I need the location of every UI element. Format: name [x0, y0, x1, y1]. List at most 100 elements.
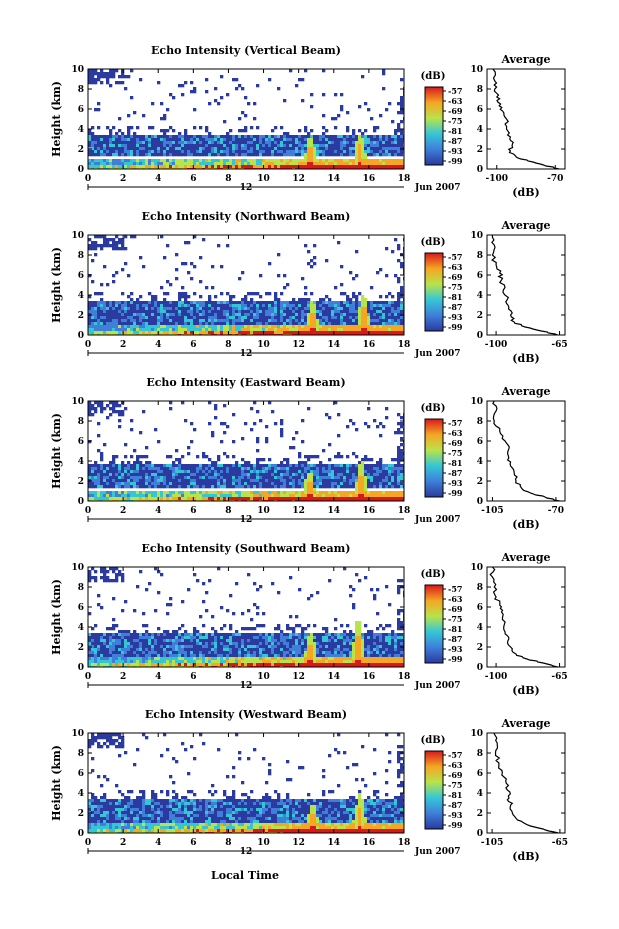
heatmap-cell	[112, 241, 116, 245]
heatmap-cell	[403, 331, 404, 335]
heatmap-cell	[139, 295, 143, 299]
heatmap-cell	[370, 117, 374, 121]
heatmap-cell	[274, 467, 278, 471]
heatmap-cell	[112, 618, 116, 622]
heatmap-cell	[385, 328, 389, 332]
heatmap-cell	[379, 467, 383, 471]
heatmap-cell	[331, 470, 335, 474]
heatmap-cell	[166, 153, 170, 157]
heatmap-cell	[112, 407, 116, 411]
heatmap-cell	[172, 141, 176, 145]
heatmap-cell	[172, 473, 176, 477]
heatmap-cell	[118, 238, 122, 242]
heatmap-cell	[325, 304, 329, 308]
heatmap-cell	[97, 485, 101, 489]
heatmap-cell	[337, 241, 341, 245]
heatmap-cell	[115, 165, 119, 169]
heatmap-cell	[106, 579, 110, 583]
heatmap-cell	[175, 485, 179, 489]
heatmap-cell	[352, 301, 356, 305]
heatmap-cell	[205, 126, 209, 130]
heatmap-cell	[91, 247, 95, 251]
heatmap-cell	[250, 316, 254, 320]
heatmap-cell	[277, 464, 281, 468]
heatmap-cell	[286, 470, 290, 474]
heatmap-cell	[313, 470, 317, 474]
heatmap-cell	[250, 301, 254, 305]
heatmap-cell	[361, 138, 365, 142]
heatmap-cell	[109, 331, 113, 335]
heatmap-cell	[277, 479, 281, 483]
heatmap-cell	[268, 491, 272, 495]
heatmap-cell	[259, 491, 263, 495]
heatmap-cell	[196, 316, 200, 320]
heatmap-cell	[283, 310, 287, 314]
heatmap-cell	[322, 138, 326, 142]
heatmap-cell	[343, 319, 347, 323]
heatmap-cell	[115, 69, 119, 73]
heatmap-cell	[106, 476, 110, 480]
heatmap-cell	[223, 165, 227, 169]
heatmap-cell	[163, 497, 167, 501]
heatmap-cell	[94, 633, 98, 637]
heatmap-cell	[160, 476, 164, 480]
heatmap-cell	[250, 319, 254, 323]
heatmap-cell	[121, 491, 125, 495]
heatmap-cell	[217, 494, 221, 498]
heatmap-cell	[280, 434, 284, 438]
heatmap-cell	[295, 159, 299, 163]
heatmap-cell	[319, 500, 323, 501]
heatmap-cell	[346, 470, 350, 474]
heatmap-cell	[379, 153, 383, 157]
heatmap-cell	[154, 159, 158, 163]
heatmap-cell	[280, 292, 284, 296]
heatmap-cell	[178, 138, 182, 142]
heatmap-cell	[97, 651, 101, 655]
heatmap-cell	[232, 301, 236, 305]
heatmap-cell	[241, 87, 245, 91]
heatmap-cell	[304, 129, 308, 133]
heatmap-cell	[127, 334, 131, 335]
heatmap-cell	[127, 476, 131, 480]
heatmap-cell	[283, 274, 287, 278]
heatmap-cell	[151, 325, 155, 329]
heatmap-cell	[277, 168, 281, 169]
heatmap-cell	[265, 168, 269, 169]
heatmap-cell	[385, 168, 389, 169]
heatmap-cell	[193, 159, 197, 163]
heatmap-cell	[301, 277, 305, 281]
heatmap-cell	[265, 331, 269, 335]
y-tick-label: 6	[78, 437, 84, 447]
heatmap-cell	[130, 316, 134, 320]
y-tick-label: 4	[78, 457, 84, 467]
heatmap-cell	[373, 467, 377, 471]
heatmap-cell	[157, 319, 161, 323]
heatmap-cell	[202, 491, 206, 495]
heatmap-cell	[88, 307, 92, 311]
heatmap-cell	[163, 301, 167, 305]
heatmap-cell	[355, 491, 359, 495]
average-x-tick-label: -70	[548, 506, 564, 516]
heatmap-cell	[325, 479, 329, 483]
heatmap-cell	[199, 485, 203, 489]
heatmap-cell	[337, 467, 341, 471]
heatmap-cell	[106, 81, 110, 85]
heatmap-cell	[109, 307, 113, 311]
heatmap-cell	[397, 313, 401, 317]
heatmap-cell	[196, 150, 200, 154]
heatmap-cell	[334, 117, 338, 121]
heatmap-cell	[334, 476, 338, 480]
heatmap-cell	[94, 485, 98, 489]
heatmap-cell	[271, 313, 275, 317]
heatmap-cell	[286, 316, 290, 320]
heatmap-cell	[403, 413, 404, 417]
heatmap-cell	[202, 313, 206, 317]
heatmap-cell	[106, 319, 110, 323]
heatmap-cell	[226, 464, 230, 468]
heatmap-cell	[352, 310, 356, 314]
heatmap-cell	[370, 286, 374, 290]
heatmap-cell	[106, 310, 110, 314]
heatmap-cell	[169, 162, 173, 166]
heatmap-cell	[334, 301, 338, 305]
heatmap-cell	[124, 455, 128, 459]
